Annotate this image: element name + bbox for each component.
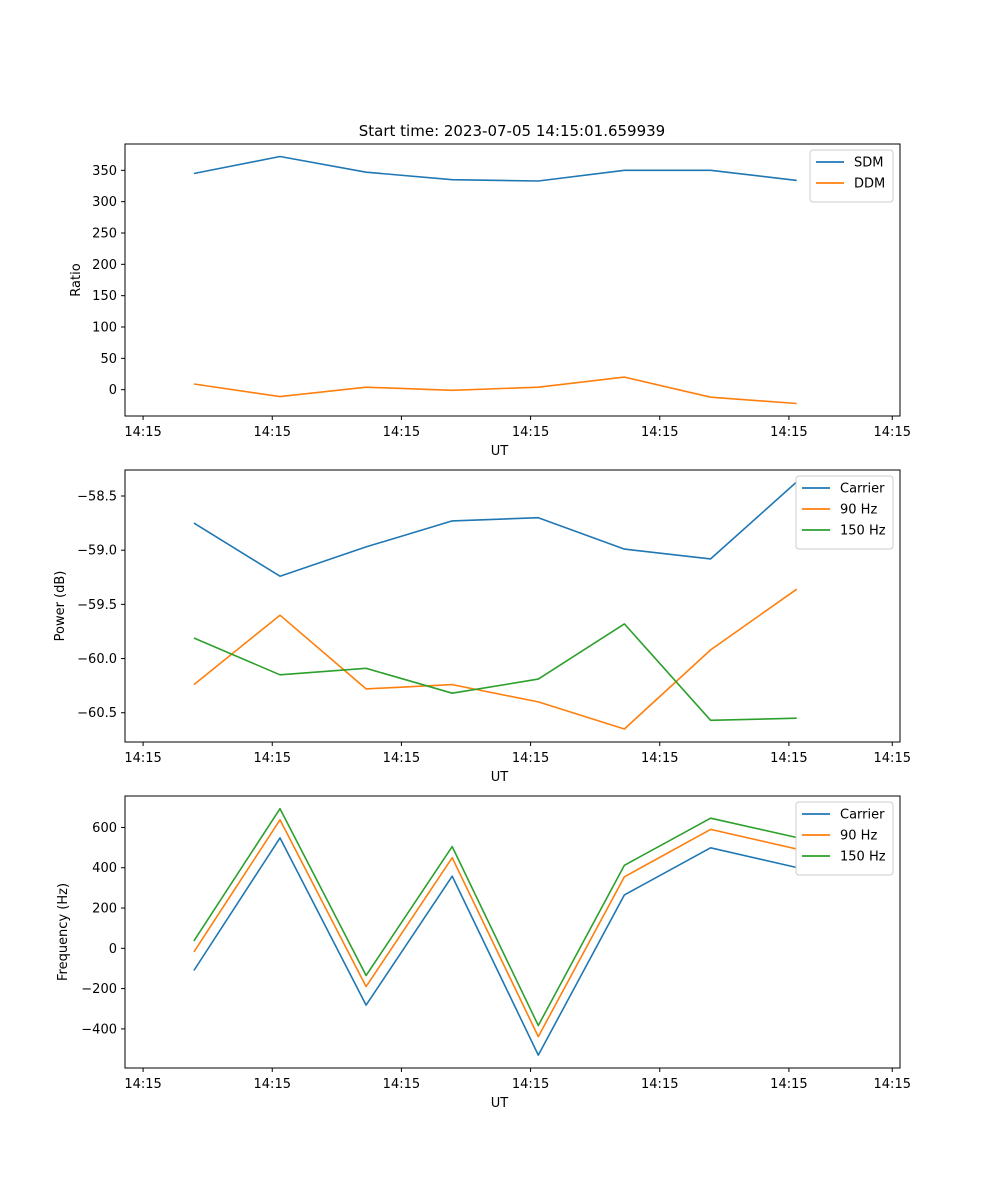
- y-tick-label: 600: [92, 821, 117, 836]
- legend-label: 90 Hz: [840, 829, 877, 844]
- legend-label: DDM: [854, 177, 885, 192]
- x-tick-label: 14:15: [770, 1077, 807, 1092]
- legend-label: 150 Hz: [840, 524, 886, 539]
- y-tick-label: −59.0: [77, 544, 117, 559]
- y-axis-label: Frequency (Hz): [56, 883, 71, 981]
- y-tick-label: −60.0: [77, 652, 117, 667]
- y-tick-label: 100: [92, 321, 117, 336]
- y-axis-label: Ratio: [69, 263, 84, 296]
- chart-panel-2: 14:15 14:15 14:15 14:15 14:15 14:15 14:15 −60.5…: [53, 469, 911, 785]
- x-tick-label: 14:15: [383, 425, 420, 440]
- y-tick-label: 300: [92, 195, 117, 210]
- y-tick-label: 200: [92, 258, 117, 273]
- x-tick-label: 14:15: [874, 425, 911, 440]
- x-tick-label: 14:15: [383, 751, 420, 766]
- y-tick-label: 0: [109, 383, 117, 398]
- legend-box: [809, 149, 894, 203]
- series-line-carrier: [193, 481, 798, 578]
- y-tick-label: −60.5: [77, 706, 117, 721]
- x-axis-label: UT: [491, 770, 509, 785]
- x-tick-label: 14:15: [254, 751, 291, 766]
- x-tick-label: 14:15: [874, 751, 911, 766]
- series-line-90-hz: [193, 818, 797, 1038]
- legend-label: Carrier: [840, 482, 885, 497]
- legend-label: 90 Hz: [840, 503, 877, 518]
- axes-frame: [124, 795, 901, 1069]
- y-tick-label: −200: [81, 982, 117, 997]
- x-tick-label: 14:15: [254, 1077, 291, 1092]
- axes-frame: [124, 469, 901, 743]
- legend: Carrier 90 Hz 150 Hz: [795, 475, 894, 550]
- y-tick-label: 250: [92, 226, 117, 241]
- x-tick-label: 14:15: [512, 1077, 549, 1092]
- x-tick-label: 14:15: [512, 425, 549, 440]
- x-tick-label: 14:15: [254, 425, 291, 440]
- legend-label: Carrier: [840, 808, 885, 823]
- y-axis-label: Power (dB): [53, 571, 68, 642]
- chart-panel-1: 14:15 14:15 14:15 14:15 14:15 14:15 14:15 0 50 10…: [69, 143, 911, 459]
- chart-panels: 14:15 14:15 14:15 14:15 14:15 14:15 14:15 0 50 10…: [53, 143, 911, 1111]
- series-line-carrier: [193, 837, 797, 1056]
- y-tick-label: −58.5: [77, 490, 117, 505]
- x-tick-label: 14:15: [124, 751, 161, 766]
- y-tick-label: 200: [92, 902, 117, 917]
- x-tick-label: 14:15: [641, 1077, 678, 1092]
- x-tick-label: 14:15: [124, 425, 161, 440]
- series-line-150-hz: [193, 807, 797, 1027]
- x-tick-label: 14:15: [770, 425, 807, 440]
- axes-frame: [124, 143, 901, 417]
- x-tick-label: 14:15: [641, 425, 678, 440]
- x-tick-label: 14:15: [383, 1077, 420, 1092]
- y-tick-label: −400: [81, 1022, 117, 1037]
- y-tick-label: 400: [92, 861, 117, 876]
- series-line-150-hz: [193, 623, 797, 722]
- series-line-ddm: [193, 376, 797, 405]
- x-tick-label: 14:15: [874, 1077, 911, 1092]
- x-tick-label: 14:15: [124, 1077, 161, 1092]
- y-tick-label: 50: [100, 352, 117, 367]
- figure-title: Start time: 2023-07-05 14:15:01.659939: [359, 122, 665, 140]
- y-tick-label: −59.5: [77, 598, 117, 613]
- series-line-sdm: [193, 155, 797, 182]
- legend-label: 150 Hz: [840, 850, 886, 865]
- x-axis-label: UT: [491, 444, 509, 459]
- x-tick-label: 14:15: [641, 751, 678, 766]
- y-tick-label: 350: [92, 164, 117, 179]
- y-tick-label: 150: [92, 289, 117, 304]
- legend: SDM DDM: [809, 149, 894, 203]
- x-axis-label: UT: [491, 1096, 509, 1111]
- y-tick-label: 0: [109, 942, 117, 957]
- legend: Carrier 90 Hz 150 Hz: [795, 801, 894, 876]
- chart-panel-3: 14:15 14:15 14:15 14:15 14:15 14:15 14:15 −400 −…: [56, 795, 911, 1111]
- series-line-90-hz: [193, 588, 798, 730]
- legend-label: SDM: [854, 156, 883, 171]
- x-tick-label: 14:15: [512, 751, 549, 766]
- x-tick-label: 14:15: [770, 751, 807, 766]
